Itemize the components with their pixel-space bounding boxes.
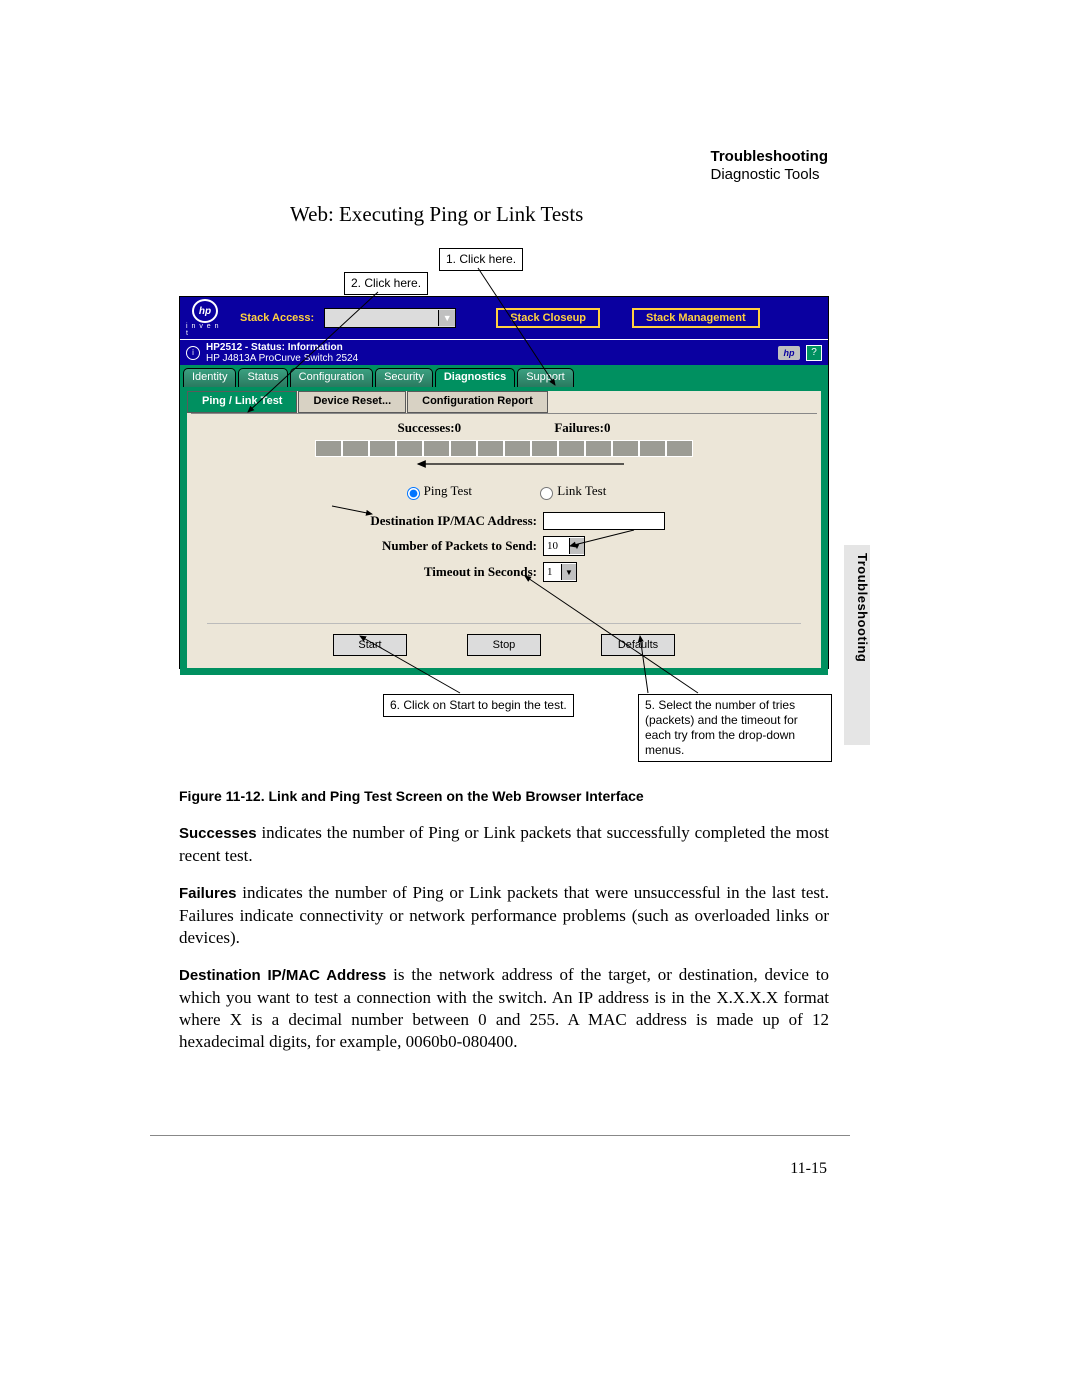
tab-status[interactable]: Status xyxy=(238,368,287,387)
stack-access-label: Stack Access: xyxy=(240,312,314,324)
chevron-down-icon: ▼ xyxy=(561,564,576,580)
chevron-down-icon: ▼ xyxy=(569,538,584,554)
header-subtitle: Diagnostic Tools xyxy=(711,166,829,184)
ping-test-label: Ping Test xyxy=(424,483,472,498)
p1-term: Successes xyxy=(179,825,257,842)
p2-term: Failures xyxy=(179,885,237,902)
successes-value: 0 xyxy=(455,420,462,436)
tab-identity[interactable]: Identity xyxy=(183,368,236,387)
header-title: Troubleshooting xyxy=(711,148,829,166)
stop-button[interactable]: Stop xyxy=(467,634,541,656)
successes-label: Successes: xyxy=(398,420,455,436)
tab-security[interactable]: Security xyxy=(375,368,433,387)
status-line-1: HP2512 - Status: Information xyxy=(206,342,343,353)
progress-cell xyxy=(585,440,612,457)
paragraph-destination: Destination IP/MAC Address is the networ… xyxy=(179,964,829,1053)
hp-badge-icon: hp xyxy=(778,346,800,360)
p2-body: indicates the number of Ping or Link pac… xyxy=(179,883,829,947)
ping-test-radio-input[interactable] xyxy=(407,487,420,500)
ping-test-radio[interactable]: Ping Test xyxy=(402,483,472,498)
progress-cell xyxy=(450,440,477,457)
dest-input[interactable] xyxy=(543,512,665,530)
status-bar: i HP2512 - Status: Information HP J4813A… xyxy=(180,339,828,365)
callout-5: 5. Select the number of tries (packets) … xyxy=(638,694,832,762)
hp-logo: hp i n v e n t xyxy=(186,299,224,337)
paragraph-failures: Failures indicates the number of Ping or… xyxy=(179,882,829,949)
subtab-ping-link[interactable]: Ping / Link Test xyxy=(187,391,297,413)
progress-cell xyxy=(612,440,639,457)
link-test-label: Link Test xyxy=(557,483,606,498)
callout-1: 1. Click here. xyxy=(439,248,523,271)
tab-strip-area: Identity Status Configuration Security D… xyxy=(180,365,828,675)
progress-cell xyxy=(477,440,504,457)
progress-cell xyxy=(558,440,585,457)
progress-bar xyxy=(187,440,821,457)
packets-value: 10 xyxy=(544,540,569,552)
progress-cell xyxy=(396,440,423,457)
side-tab: Troubleshooting xyxy=(844,545,870,745)
callout-6: 6. Click on Start to begin the test. xyxy=(383,694,574,717)
packets-label: Number of Packets to Send: xyxy=(237,538,537,554)
start-button[interactable]: Start xyxy=(333,634,407,656)
stack-closeup-button[interactable]: Stack Closeup xyxy=(496,308,600,328)
test-type-row: Ping Test Link Test xyxy=(187,483,821,500)
subtab-config-report[interactable]: Configuration Report xyxy=(407,391,548,413)
timeout-label: Timeout in Seconds: xyxy=(237,564,537,580)
failures-label: Failures: xyxy=(554,420,604,436)
top-toolbar: hp i n v e n t Stack Access: ▼ Stack Clo… xyxy=(180,297,828,339)
subtab-device-reset[interactable]: Device Reset... xyxy=(298,391,406,413)
content-panel: Ping / Link Test Device Reset... Configu… xyxy=(185,389,823,670)
footer-rule xyxy=(150,1135,850,1136)
invent-text: i n v e n t xyxy=(186,323,224,337)
dest-label: Destination IP/MAC Address: xyxy=(237,513,537,529)
progress-cell xyxy=(504,440,531,457)
packets-select[interactable]: 10 ▼ xyxy=(543,536,585,556)
form-rows: Destination IP/MAC Address: Number of Pa… xyxy=(187,512,821,582)
section-title: Web: Executing Ping or Link Tests xyxy=(290,202,583,227)
progress-cell xyxy=(315,440,342,457)
page-header: Troubleshooting Diagnostic Tools xyxy=(711,148,829,184)
help-button[interactable]: ? xyxy=(806,345,822,361)
stack-access-select[interactable]: ▼ xyxy=(324,308,456,328)
timeout-value: 1 xyxy=(544,566,561,578)
main-tabs: Identity Status Configuration Security D… xyxy=(183,368,825,387)
progress-cell xyxy=(423,440,450,457)
sub-tabs: Ping / Link Test Device Reset... Configu… xyxy=(187,391,821,413)
button-row: Start Stop Defaults xyxy=(207,623,801,656)
paragraph-successes: Successes indicates the number of Ping o… xyxy=(179,822,829,867)
defaults-button[interactable]: Defaults xyxy=(601,634,675,656)
progress-cell xyxy=(369,440,396,457)
status-text: HP2512 - Status: Information HP J4813A P… xyxy=(206,342,358,364)
p3-term: Destination IP/MAC Address xyxy=(179,967,386,984)
info-icon: i xyxy=(186,346,200,360)
hp-logo-icon: hp xyxy=(192,299,218,323)
tab-configuration[interactable]: Configuration xyxy=(290,368,373,387)
chevron-down-icon: ▼ xyxy=(438,310,455,326)
link-test-radio-input[interactable] xyxy=(540,487,553,500)
timeout-select[interactable]: 1 ▼ xyxy=(543,562,577,582)
failures-value: 0 xyxy=(604,420,611,436)
progress-cell xyxy=(639,440,666,457)
status-line-2: HP J4813A ProCurve Switch 2524 xyxy=(206,353,358,364)
tab-diagnostics[interactable]: Diagnostics xyxy=(435,368,515,387)
stack-management-button[interactable]: Stack Management xyxy=(632,308,760,328)
link-test-radio[interactable]: Link Test xyxy=(535,483,606,498)
page-number: 11-15 xyxy=(790,1160,827,1178)
callout-2: 2. Click here. xyxy=(344,272,428,295)
progress-cell xyxy=(342,440,369,457)
figure-caption: Figure 11-12. Link and Ping Test Screen … xyxy=(179,788,644,804)
p1-body: indicates the number of Ping or Link pac… xyxy=(179,823,829,865)
progress-cell xyxy=(666,440,693,457)
tab-support[interactable]: Support xyxy=(517,368,574,387)
browser-screenshot: hp i n v e n t Stack Access: ▼ Stack Clo… xyxy=(179,296,829,669)
results-row: Successes: 0 Failures: 0 xyxy=(187,420,821,436)
progress-cell xyxy=(531,440,558,457)
